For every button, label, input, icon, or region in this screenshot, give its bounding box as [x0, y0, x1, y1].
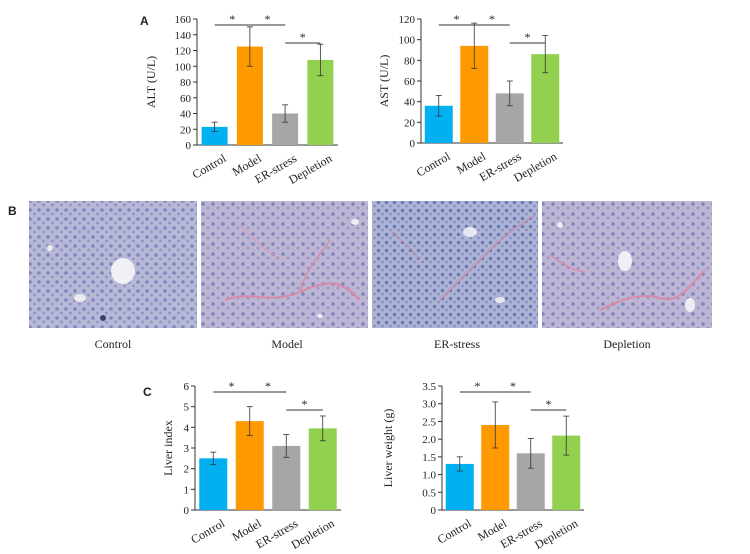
panel-letter-b: B — [8, 204, 17, 218]
bar — [445, 463, 474, 510]
y-tick-label: 0.5 — [422, 487, 436, 499]
panel-letter-a: A — [140, 14, 149, 28]
histology-er-stress-image — [372, 201, 538, 328]
y-tick-label: 100 — [399, 35, 416, 47]
y-tick-label: 0 — [184, 505, 190, 517]
y-tick-label: 5 — [184, 402, 190, 414]
significance-star: * — [546, 397, 552, 411]
y-tick-label: 40 — [180, 109, 192, 121]
y-tick-label: 40 — [404, 97, 416, 109]
y-axis-label: Liver weight (g) — [381, 409, 395, 488]
histology-model-image — [201, 201, 368, 328]
significance-star: * — [302, 397, 308, 411]
category-label: Control — [190, 151, 229, 182]
y-tick-label: 140 — [175, 30, 192, 42]
y-tick-label: 3.5 — [422, 381, 436, 393]
caption-control: Control — [95, 337, 132, 351]
y-tick-label: 4 — [184, 422, 190, 434]
bar — [199, 458, 228, 510]
significance-star: * — [489, 12, 495, 26]
y-tick-label: 120 — [175, 46, 192, 58]
significance-star: * — [475, 379, 481, 393]
panel-letter-c: C — [143, 385, 152, 399]
significance-star: * — [265, 379, 271, 393]
significance-star: * — [510, 379, 516, 393]
caption-er-stress: ER-stress — [434, 337, 480, 351]
y-tick-label: 6 — [184, 381, 190, 393]
y-tick-label: 2.5 — [422, 416, 436, 428]
caption-depletion: Depletion — [603, 337, 650, 351]
y-tick-label: 100 — [175, 61, 192, 73]
y-tick-label: 1 — [184, 484, 190, 496]
y-tick-label: 1.0 — [422, 470, 436, 482]
significance-star: * — [229, 12, 235, 26]
category-label: Control — [414, 149, 453, 180]
y-tick-label: 20 — [180, 124, 192, 136]
liver-weight-chart: 0 0.5 1.0 1.5 2.0 2.5 3.0 3.5 Liver weight (g) Co… — [381, 379, 584, 552]
bar — [201, 126, 228, 145]
category-label: Control — [435, 516, 474, 547]
significance-star: * — [229, 379, 235, 393]
y-tick-label: 120 — [399, 14, 416, 26]
y-tick-label: 3 — [184, 443, 190, 455]
y-tick-label: 0 — [410, 138, 416, 150]
y-tick-label: 60 — [404, 76, 416, 88]
y-axis-label: ALT (U/L) — [144, 56, 158, 108]
y-tick-label: 1.5 — [422, 452, 436, 464]
category-label: Control — [188, 516, 227, 547]
significance-star: * — [525, 30, 531, 44]
significance-star: * — [265, 12, 271, 26]
histology-depletion-image — [542, 201, 712, 328]
y-tick-label: 80 — [404, 55, 416, 67]
significance-star: * — [300, 30, 306, 44]
significance-star: * — [454, 12, 460, 26]
y-tick-label: 60 — [180, 93, 192, 105]
caption-model: Model — [271, 337, 303, 351]
y-tick-label: 2.0 — [422, 434, 436, 446]
y-tick-label: 3.0 — [422, 399, 436, 411]
y-tick-label: 20 — [404, 117, 416, 129]
y-tick-label: 160 — [175, 14, 192, 26]
histology-control-image — [29, 201, 197, 328]
y-tick-label: 80 — [180, 77, 192, 89]
y-tick-label: 2 — [184, 464, 190, 476]
y-axis-label: AST (U/L) — [377, 55, 391, 108]
y-axis-label: Liver index — [161, 420, 175, 476]
y-tick-label: 0 — [431, 505, 437, 517]
y-tick-label: 0 — [186, 140, 192, 152]
bar — [308, 428, 337, 510]
